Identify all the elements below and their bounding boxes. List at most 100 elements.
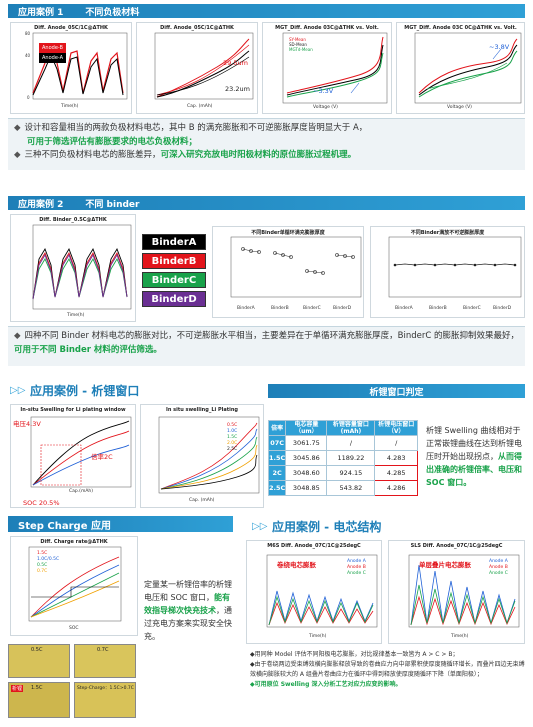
annot-33v: ~3.3V — [313, 87, 334, 95]
legend-20c: 2.0C — [227, 441, 238, 446]
annot-29: 29.5um — [223, 59, 248, 67]
x-label: Cap. (mAh) — [187, 104, 213, 109]
li-plating-table: 倍率 电芯容量（um） 析锂容量窗口(mAh) 析锂电压窗口（V） 07C 30… — [267, 420, 418, 496]
case3-header: ▷▷ 应用案例 - 析锂窗口 — [10, 382, 139, 399]
group-a: BinderA — [237, 306, 255, 311]
svg-text:80: 80 — [25, 31, 31, 36]
legend-sy: SY-Mean — [289, 37, 306, 42]
photo-grid: 0.5C 0.7C 1.5C 析锂 Step-Charge：1.5C>0.7C — [8, 644, 136, 720]
case1-header: 应用案例 1 不同负极材料 — [8, 4, 525, 18]
legend-15c: 1.5C — [37, 551, 48, 556]
binder-d-label: BinderD — [142, 291, 206, 307]
cell: 4.285 — [374, 465, 418, 481]
table-row: 2C 3048.60 924.15 4.285 — [267, 465, 418, 481]
case5-chart1: M6S Diff. Anode_07C/1C@25degC 卷绕电芯膨胀 Ano… — [246, 540, 382, 644]
case5-header: ▷▷ 应用案例 - 电芯结构 — [252, 518, 381, 535]
table-row: 1.5C 3045.86 1189.22 4.283 — [267, 450, 418, 466]
annot-38v: ~3.8V — [489, 43, 510, 51]
case3-right-title: 析锂窗口判定 — [369, 387, 424, 398]
photo-label: 0.7C — [97, 647, 109, 653]
case5-chart2-plot — [408, 554, 520, 628]
legend-07c: 0.7C — [37, 569, 48, 574]
bullet-2: ◆由于卷绕两边受束缚效横向膨胀释放导致的卷曲应力向中部累积使厚度随循环增长，而叠… — [250, 661, 525, 678]
case5-chart1-plot — [266, 554, 378, 628]
case1-text2-green: 可深入研究充放电时阳极材料的原位膨胀过程机理。 — [160, 150, 357, 160]
group-c: BinderC — [303, 306, 321, 311]
case3-desc: 析锂 Swelling 曲线相对于正常嵌锂曲线在达到析锂电压时开始出现拐点，从而… — [426, 424, 526, 489]
cell: 2.5C — [267, 480, 287, 496]
annot-soc: SOC 20.5% — [23, 499, 60, 507]
chart-title: Diff. Charge rate@ΔTHK — [40, 539, 108, 545]
svg-text:0: 0 — [27, 95, 30, 100]
case4-chart-plot — [28, 546, 122, 622]
cell: 07C — [267, 435, 287, 451]
legend-25c: 2.5C — [227, 447, 238, 452]
case2-chart2-plot — [230, 236, 362, 298]
case3-chart1-plot — [30, 416, 132, 488]
legend-15c: 1.5C — [227, 435, 238, 440]
annot-rate: 倍率2C — [91, 453, 113, 461]
case4-desc-a: 定量某一析锂倍率的析锂电压和 SOC 窗口， — [144, 580, 232, 602]
case3-chart1: In-situ Swelling for Li plating window 电… — [10, 404, 136, 508]
case3-right-header: 析锂窗口判定 — [268, 384, 525, 398]
case2-chart-irrev: 不同Binder满放不可逆膨胀厚度 BinderA BinderB Binder… — [370, 226, 525, 318]
case1-chart-volt1: MGT_Diff. Anode 03C@ΔTHK vs. Volt. SY-Me… — [262, 22, 392, 114]
case2-header: 应用案例 2 不同 binder — [8, 196, 525, 210]
case1-chart4-plot — [414, 32, 522, 104]
bullet-3: ◆可用原位 Swelling 深入分析工艺对应力应变的影响。 — [250, 681, 402, 688]
binder-b-label: BinderB — [142, 253, 206, 269]
cell: 543.82 — [326, 480, 376, 496]
case1-text1-green: 可用于筛选评估有膨胀要求的电芯负极材料； — [27, 136, 198, 147]
arrow-icon: ▷▷ — [252, 521, 268, 532]
legend-05c: 0.5C — [37, 563, 48, 568]
group-a: BinderA — [395, 306, 413, 311]
legend-c: Anode C — [347, 571, 366, 576]
case3-chart2: In situ swelling_Li Plating 0.5C 1.0C 1.… — [140, 404, 264, 508]
th-capwin: 析锂容量窗口(mAh) — [326, 420, 376, 436]
cell: 4.286 — [374, 480, 418, 496]
plating-tag: 析锂 — [11, 685, 24, 692]
case1-text1: 设计和容量相当的两款负极材料电芯，其中 B 的满充膨胀和不可逆膨胀厚度皆明显大于… — [24, 123, 368, 133]
legend-10c: 1.0C — [227, 429, 238, 434]
binder-c-label: BinderC — [142, 272, 206, 288]
table-row: 07C 3061.75 / / — [267, 435, 418, 451]
case1-text2: 三种不同负极材料电芯的膨胀差异， — [24, 150, 161, 160]
case1-chart-cap: Diff. Anode_05C/1C@ΔTHK 29.5um 23.2um Ca… — [136, 22, 258, 114]
case2-title: 应用案例 2 — [18, 199, 64, 210]
binder-a-label: BinderA — [142, 234, 206, 250]
x-label: Time(h) — [451, 634, 469, 639]
legend-b: Anode B — [347, 565, 366, 570]
case2-chart3-plot — [388, 236, 522, 298]
case2-text-green: 可用于不同 Binder 材料的评估筛选。 — [14, 344, 162, 355]
case5-title: 应用案例 - 电芯结构 — [272, 520, 382, 534]
inner-title: 单层叠片电芯膨胀 — [419, 561, 471, 569]
legend-sd: SD-Mean — [289, 42, 307, 47]
cell: 4.283 — [374, 450, 418, 466]
group-d: BinderD — [493, 306, 512, 311]
table-row: 2.5C 3048.85 543.82 4.286 — [267, 480, 418, 496]
cell: / — [374, 435, 418, 451]
chart-title: Diff. Anode_05C/1C@ΔTHK — [34, 25, 108, 31]
legend-a: Anode A — [347, 559, 366, 564]
x-label: Time(h) — [67, 313, 85, 318]
x-label: Voltage (V) — [313, 105, 338, 110]
group-d: BinderD — [333, 306, 352, 311]
arrow-icon: ▷▷ — [10, 385, 26, 396]
case1-text: ◆ 设计和容量相当的两款负极材料电芯，其中 B 的满充膨胀和不可逆膨胀厚度皆明显大… — [8, 118, 525, 170]
cell: 3048.85 — [285, 480, 328, 496]
group-b: BinderB — [271, 306, 289, 311]
photo-label: 0.5C — [31, 647, 43, 653]
chart-title: SLS Diff. Anode_07C/1C@25degC — [410, 543, 503, 549]
x-label: Time(h) — [61, 104, 79, 109]
inner-title: 卷绕电芯膨胀 — [277, 561, 316, 569]
legend-05c: 0.5C — [227, 423, 238, 428]
case1-chart1-plot: 80 40 0 — [25, 31, 128, 100]
case2-text: 四种不同 Binder 材料电芯的膨胀对比，不可逆膨胀水平相当，主要差异在于单循… — [24, 331, 519, 341]
x-label: Cap.(mAh) — [69, 489, 94, 494]
photo-07c: 0.7C — [74, 644, 136, 678]
case4-desc-green: 能有效指导梯次快充技术 — [144, 593, 231, 615]
group-b: BinderB — [429, 306, 447, 311]
legend-anode-a: Anode-A — [39, 53, 67, 63]
th-cap: 电芯容量（um） — [285, 420, 328, 436]
photo-label: Step-Charge：1.5C>0.7C — [77, 686, 134, 691]
